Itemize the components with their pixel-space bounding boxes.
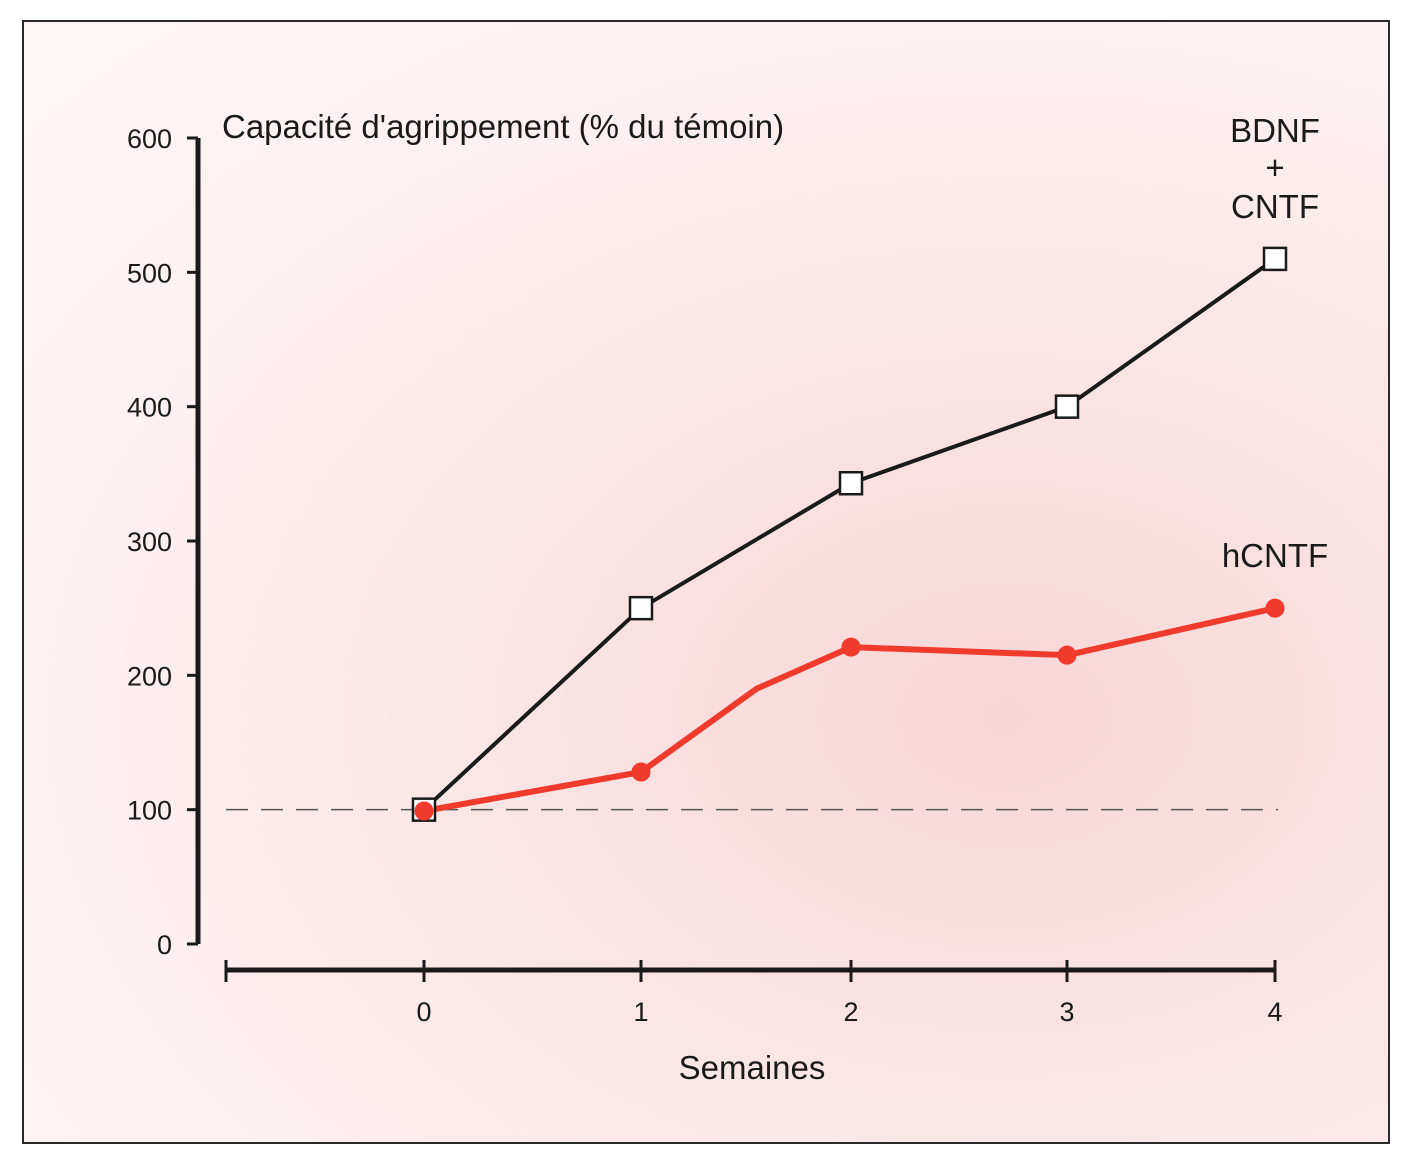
y-tick-label: 500 — [127, 258, 172, 288]
y-tick-label: 100 — [127, 796, 172, 826]
series-label-hcntf: hCNTF — [1222, 537, 1328, 574]
x-tick-label: 1 — [633, 997, 648, 1027]
y-tick-label: 300 — [127, 527, 172, 557]
series-hcntf-marker — [1265, 598, 1285, 618]
series-label-bdnf-cntf: + — [1265, 149, 1284, 186]
series-bdnf-cntf-marker — [628, 595, 654, 621]
x-tick-label: 4 — [1267, 997, 1282, 1027]
label-group: Capacité d'agrippement (% du témoin) Sem… — [222, 108, 1328, 1086]
x-axis-label: Semaines — [679, 1049, 826, 1086]
x-tick-label: 3 — [1059, 997, 1074, 1027]
series-hcntf-line — [423, 605, 1276, 814]
y-axis-label: Capacité d'agrippement (% du témoin) — [222, 108, 784, 145]
series-label-bdnf-cntf: BDNF — [1230, 112, 1320, 149]
series-hcntf-marker — [414, 801, 434, 821]
y-tick-label: 200 — [127, 661, 172, 691]
series-hcntf-marker — [841, 637, 861, 657]
series-bdnf-cntf-marker — [1262, 246, 1288, 272]
x-tick-label: 2 — [843, 997, 858, 1027]
x-tick-label: 0 — [416, 997, 431, 1027]
series-label-bdnf-cntf: CNTF — [1231, 188, 1319, 225]
series-bdnf-cntf-marker — [838, 470, 864, 496]
y-tick-label: 600 — [127, 124, 172, 154]
axes: 0 100 200 300 400 500 600 0 1 2 3 4 — [127, 124, 1283, 1027]
y-tick-label: 0 — [157, 930, 172, 960]
series-bdnf-cntf-line — [422, 257, 1277, 812]
chart-frame — [22, 20, 1390, 1144]
series-group — [411, 246, 1288, 822]
y-tick-label: 400 — [127, 393, 172, 423]
series-hcntf-marker — [1057, 645, 1077, 665]
series-hcntf-marker — [631, 762, 651, 782]
series-bdnf-cntf-marker — [1054, 394, 1080, 419]
